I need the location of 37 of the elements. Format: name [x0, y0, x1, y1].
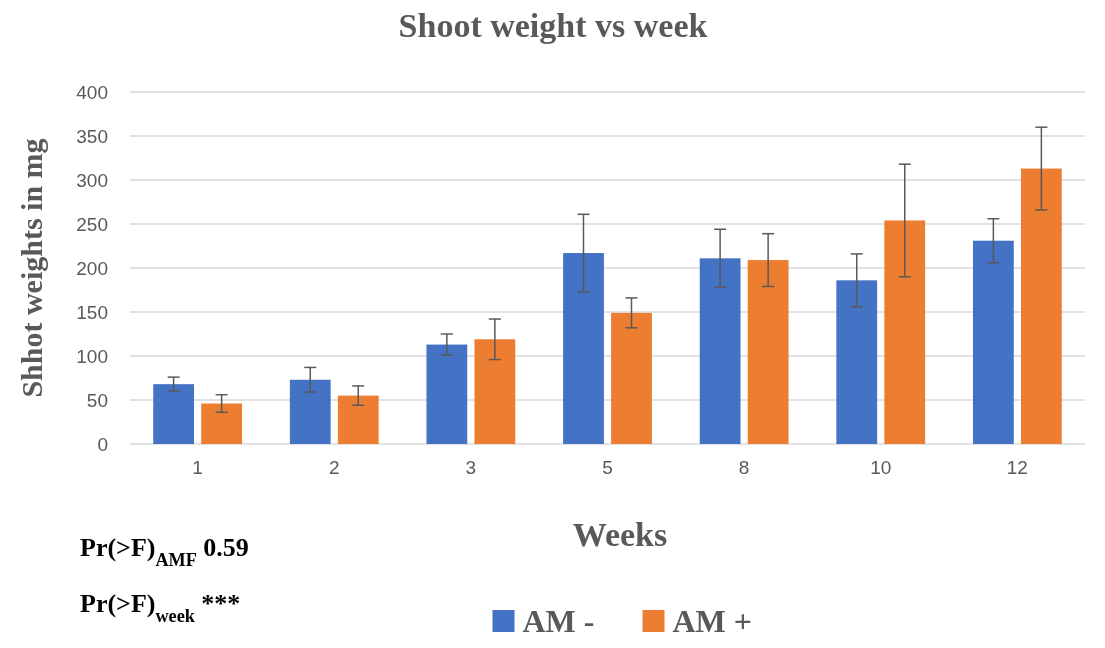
- x-axis-title: Weeks: [572, 516, 668, 553]
- x-tick-label: 12: [1006, 457, 1028, 478]
- bar: [611, 312, 652, 444]
- bar: [836, 280, 878, 444]
- text: Pr(>F)$_{AMF}$ 0.59: [80, 533, 249, 570]
- y-tick-label: 300: [76, 169, 108, 191]
- bar: [474, 339, 516, 444]
- y-tick-label: 400: [76, 81, 108, 103]
- bar: [201, 403, 243, 444]
- x-tick-label: 3: [465, 457, 477, 478]
- y-tick-label: 250: [76, 213, 108, 235]
- x-tick-label: 2: [328, 457, 340, 478]
- x-tick-label: 10: [870, 457, 892, 478]
- y-axis-title: Shhot weights in mg: [15, 138, 48, 398]
- y-tick-label: 100: [76, 345, 108, 367]
- bar: [1020, 168, 1062, 444]
- bar: [153, 384, 195, 444]
- x-tick-label: 5: [602, 457, 613, 478]
- chart-title: Shoot weight vs week: [398, 7, 708, 44]
- legend-label: AM +: [672, 603, 753, 639]
- text: Pr(>F)$_{week}$ ***: [80, 589, 241, 626]
- y-tick-label: 200: [76, 257, 108, 279]
- x-tick-label: 8: [738, 457, 750, 478]
- y-tick-label: 0: [97, 433, 108, 455]
- legend-label: AM -: [522, 603, 595, 639]
- bar: [699, 258, 741, 444]
- y-tick-label: 150: [76, 301, 108, 323]
- y-tick-label: 50: [86, 389, 108, 411]
- bar: [289, 379, 331, 444]
- x-tick-label: 1: [192, 457, 203, 478]
- bar: [337, 395, 379, 444]
- bar: [747, 260, 789, 444]
- bar: [563, 253, 604, 444]
- y-tick-label: 350: [76, 125, 108, 147]
- bar: [884, 220, 926, 444]
- bar: [972, 240, 1014, 444]
- bar: [426, 344, 468, 444]
